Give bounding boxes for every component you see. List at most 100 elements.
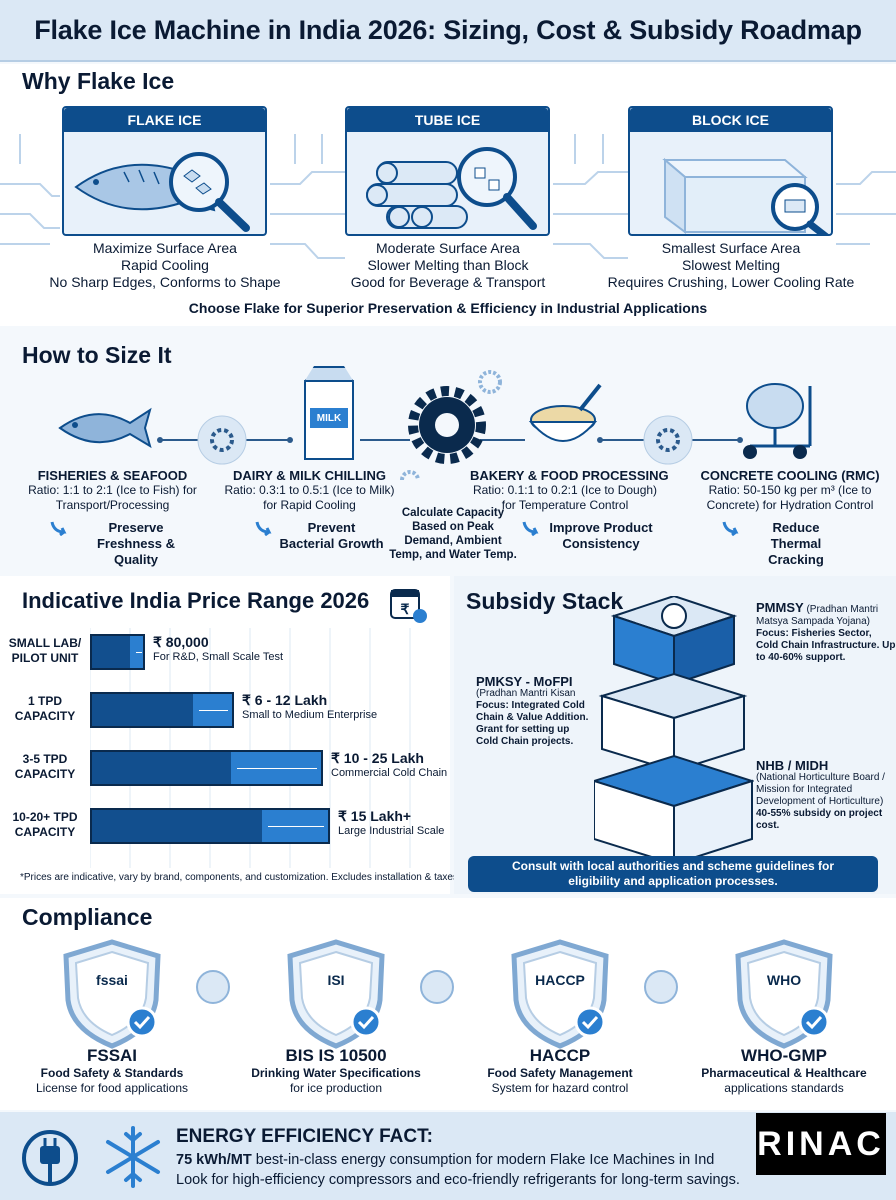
price-base-fill bbox=[92, 810, 262, 842]
connector-icon bbox=[420, 970, 454, 1004]
central-gear-icon bbox=[400, 370, 502, 480]
svg-text:₹: ₹ bbox=[401, 601, 410, 617]
price-range-arrow bbox=[199, 710, 228, 711]
small-gear-icon-right bbox=[643, 415, 693, 465]
price-section: Indicative India Price Range 2026 ₹ SMAL… bbox=[0, 576, 465, 894]
flake-ice-card: FLAKE ICE bbox=[62, 106, 267, 236]
price-row-label: 1 TPD CAPACITY bbox=[14, 694, 76, 723]
subsidy-section-title: Subsidy Stack bbox=[466, 588, 624, 614]
nhb-info: NHB / MIDH (National Horticulture Board … bbox=[756, 758, 885, 831]
why-conclusion: Choose Flake for Superior Preservation &… bbox=[188, 300, 708, 316]
price-amount: ₹ 10 - 25 Lakh bbox=[331, 750, 424, 766]
price-subtitle: For R&D, Small Scale Test bbox=[153, 651, 284, 663]
pmksy-info: PMKSY - MoFPI (Pradhan Mantri Kisan Focu… bbox=[476, 674, 589, 747]
price-range-bar bbox=[90, 634, 145, 670]
price-value: ₹ 15 Lakh+ Large Industrial Scale bbox=[338, 808, 444, 837]
price-amount: ₹ 80,000 bbox=[153, 634, 209, 650]
sizing-item-dairy: DAIRY & MILK CHILLING Ratio: 0.3:1 to 0.… bbox=[224, 468, 395, 512]
tube-ice-card-header: TUBE ICE bbox=[347, 108, 548, 132]
fish-magnifier-icon bbox=[74, 152, 250, 232]
compliance-name: HACCP bbox=[529, 1046, 591, 1065]
sizing-item-bakery: BAKERY & FOOD PROCESSING Ratio: 0.1:1 to… bbox=[470, 468, 669, 512]
pmmsy-info: PMMSY (Pradhan Mantri Matsya Sampada Yoj… bbox=[756, 600, 896, 663]
connector-icon bbox=[644, 970, 678, 1004]
price-value: ₹ 80,000 For R&D, Small Scale Test bbox=[153, 634, 283, 663]
energy-line-2: Look for high-efficiency compressors and… bbox=[176, 1172, 740, 1188]
why-section-title: Why Flake Ice bbox=[22, 68, 175, 94]
compliance-logo: ISI bbox=[327, 972, 345, 988]
sizing-flow-line bbox=[157, 370, 743, 480]
compliance-section-title: Compliance bbox=[22, 904, 153, 930]
block-ice-description: Smallest Surface Area Slowest Melting Re… bbox=[607, 240, 855, 290]
compliance-shield-icon: WHO bbox=[728, 938, 840, 1050]
sizing-item-concrete: CONCRETE COOLING (RMC) Ratio: 50-150 kg … bbox=[700, 468, 880, 512]
price-subtitle: Commercial Cold Chain bbox=[331, 767, 448, 779]
small-gear-icon-left bbox=[197, 415, 247, 465]
sizing-section-title: How to Size It bbox=[22, 342, 172, 368]
snowflake-icon bbox=[106, 1126, 160, 1188]
flake-ice-description: Maximize Surface Area Rapid Cooling No S… bbox=[49, 240, 281, 290]
price-range-bar bbox=[90, 808, 330, 844]
price-base-fill bbox=[92, 636, 130, 668]
header-banner: Flake Ice Machine in India 2026: Sizing,… bbox=[0, 0, 896, 62]
price-row-label: SMALL LAB/ PILOT UNIT bbox=[8, 636, 82, 665]
subsidy-section: Subsidy Stack PMMSY (Pradhan Mantri Mats… bbox=[454, 576, 896, 894]
sizing-item-fisheries: FISHERIES & SEAFOOD Ratio: 1:1 to 2:1 (I… bbox=[28, 468, 197, 512]
concrete-mixer-icon bbox=[743, 383, 812, 459]
curved-arrow-icon bbox=[50, 521, 67, 536]
compliance-description: Food Safety Management System for hazard … bbox=[487, 1066, 633, 1095]
compliance-name: FSSAI bbox=[86, 1046, 138, 1065]
compliance-logo: WHO bbox=[766, 972, 802, 988]
compliance-section: Compliance fssai FSSAI Food Safety & Stand… bbox=[0, 898, 896, 1110]
circuit-decoration bbox=[0, 134, 896, 259]
sizing-center-note: Calculate Capacity Based on Peak Demand,… bbox=[389, 507, 517, 561]
compliance-logo: HACCP bbox=[535, 972, 585, 988]
milk-carton-icon: MILK bbox=[304, 366, 354, 460]
consult-banner: Consult with local authorities and schem… bbox=[468, 856, 878, 892]
tube-ice-magnifier-icon bbox=[366, 147, 537, 230]
subsidy-stack-graphic bbox=[594, 596, 754, 864]
price-base-fill bbox=[92, 752, 231, 784]
price-section-title: Indicative India Price Range 2026 bbox=[22, 588, 370, 613]
compliance-shield-icon: fssai bbox=[56, 938, 168, 1050]
compliance-description: Pharmaceutical & Healthcare applications … bbox=[701, 1066, 867, 1095]
price-range-arrow bbox=[237, 768, 317, 769]
compliance-description: Food Safety & Standards License for food … bbox=[35, 1066, 189, 1095]
connector-icon bbox=[196, 970, 230, 1004]
price-value: ₹ 6 - 12 Lakh Small to Medium Enterprise bbox=[242, 692, 377, 721]
compliance-shield-icon: ISI bbox=[280, 938, 392, 1050]
tube-ice-card: TUBE ICE bbox=[345, 106, 550, 236]
curved-arrow-icon bbox=[722, 521, 739, 536]
block-ice-card-header: BLOCK ICE bbox=[630, 108, 831, 132]
block-ice-card: BLOCK ICE bbox=[628, 106, 833, 236]
page-title: Flake Ice Machine in India 2026: Sizing,… bbox=[34, 14, 862, 45]
dough-bowl-icon bbox=[528, 383, 602, 442]
energy-footer: ENERGY EFFICIENCY FACT: 75 kWh/MT best-i… bbox=[0, 1112, 896, 1200]
price-range-bar bbox=[90, 750, 323, 786]
compliance-name: BIS IS 10500 bbox=[285, 1046, 387, 1065]
rinac-logo: RINAC bbox=[756, 1113, 886, 1175]
price-row-label: 3-5 TPD CAPACITY bbox=[14, 752, 76, 781]
compliance-logo: fssai bbox=[96, 972, 128, 988]
why-flake-section: Why Flake Ice FLAKE ICE Maximize Surface… bbox=[0, 64, 896, 326]
price-range-arrow bbox=[136, 652, 142, 653]
calendar-rupee-icon: ₹ bbox=[390, 589, 427, 623]
fish-icon bbox=[58, 407, 152, 449]
price-range-bar bbox=[90, 692, 234, 728]
price-value: ₹ 10 - 25 Lakh Commercial Cold Chain bbox=[331, 750, 447, 779]
price-base-fill bbox=[92, 694, 193, 726]
energy-title: ENERGY EFFICIENCY FACT: bbox=[176, 1126, 433, 1147]
price-subtitle: Large Industrial Scale bbox=[338, 825, 445, 837]
energy-line-1: 75 kWh/MT best-in-class energy consumpti… bbox=[176, 1152, 715, 1168]
tube-ice-description: Moderate Surface Area Slower Melting tha… bbox=[350, 240, 546, 290]
compliance-shield-icon: HACCP bbox=[504, 938, 616, 1050]
price-amount: ₹ 6 - 12 Lakh bbox=[242, 692, 328, 708]
block-ice-magnifier-icon bbox=[662, 157, 829, 234]
sizing-section: How to Size It MILK bbox=[0, 330, 896, 572]
compliance-description: Drinking Water Specifications for ice pro… bbox=[251, 1066, 421, 1095]
price-range-arrow bbox=[268, 826, 324, 827]
curved-arrow-icon bbox=[522, 521, 539, 536]
curved-arrow-icon bbox=[255, 521, 272, 536]
price-subtitle: Small to Medium Enterprise bbox=[242, 709, 378, 721]
compliance-name: WHO-GMP bbox=[741, 1046, 827, 1065]
